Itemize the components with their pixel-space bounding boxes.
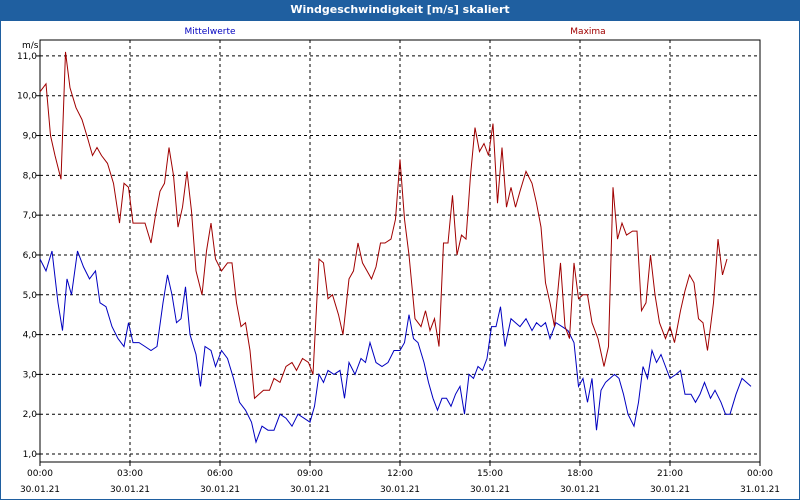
x-tick-date-label: 30.01.21 [200,485,240,495]
x-tick-time-label: 00:00 [747,469,773,479]
y-tick-label: 3,0 [23,370,38,380]
x-tick-time-label: 18:00 [567,469,593,479]
y-tick-label: 10,0 [17,92,37,102]
x-tick-time-label: 03:00 [117,469,143,479]
x-tick-time-label: 12:00 [387,469,413,479]
x-tick-time-label: 06:00 [207,469,233,479]
x-tick-time-label: 09:00 [297,469,323,479]
x-tick-date-label: 30.01.21 [650,485,690,495]
x-tick-date-label: 30.01.21 [110,485,150,495]
x-tick-date-label: 30.01.21 [560,485,600,495]
x-tick-date-label: 31.01.21 [740,485,780,495]
y-tick-label: 7,0 [23,211,38,221]
x-tick-time-label: 00:00 [27,469,53,479]
x-tick-time-label: 21:00 [657,469,683,479]
x-tick-date-label: 30.01.21 [290,485,330,495]
x-tick-time-label: 15:00 [477,469,503,479]
x-tick-date-label: 30.01.21 [380,485,420,495]
y-tick-label: 2,0 [23,410,38,420]
x-tick-date-label: 30.01.21 [20,485,60,495]
chart-title: Windgeschwindigkeit [m/s] skaliert [0,0,800,20]
y-tick-label: 6,0 [23,251,38,261]
legend-label-maxima: Maxima [570,27,605,37]
legend-label-mittelwerte: Mittelwerte [184,27,235,37]
y-tick-label: 4,0 [23,331,38,341]
y-tick-label: 1,0 [23,450,38,460]
y-tick-label: 9,0 [23,132,38,142]
y-axis-label: m/s [22,41,39,51]
y-tick-label: 11,0 [17,52,37,62]
series-line-maxima [39,51,728,400]
series-line-mittelwerte [39,250,752,444]
x-tick-date-label: 30.01.21 [470,485,510,495]
y-tick-label: 8,0 [23,171,38,181]
y-tick-label: 5,0 [23,291,38,301]
